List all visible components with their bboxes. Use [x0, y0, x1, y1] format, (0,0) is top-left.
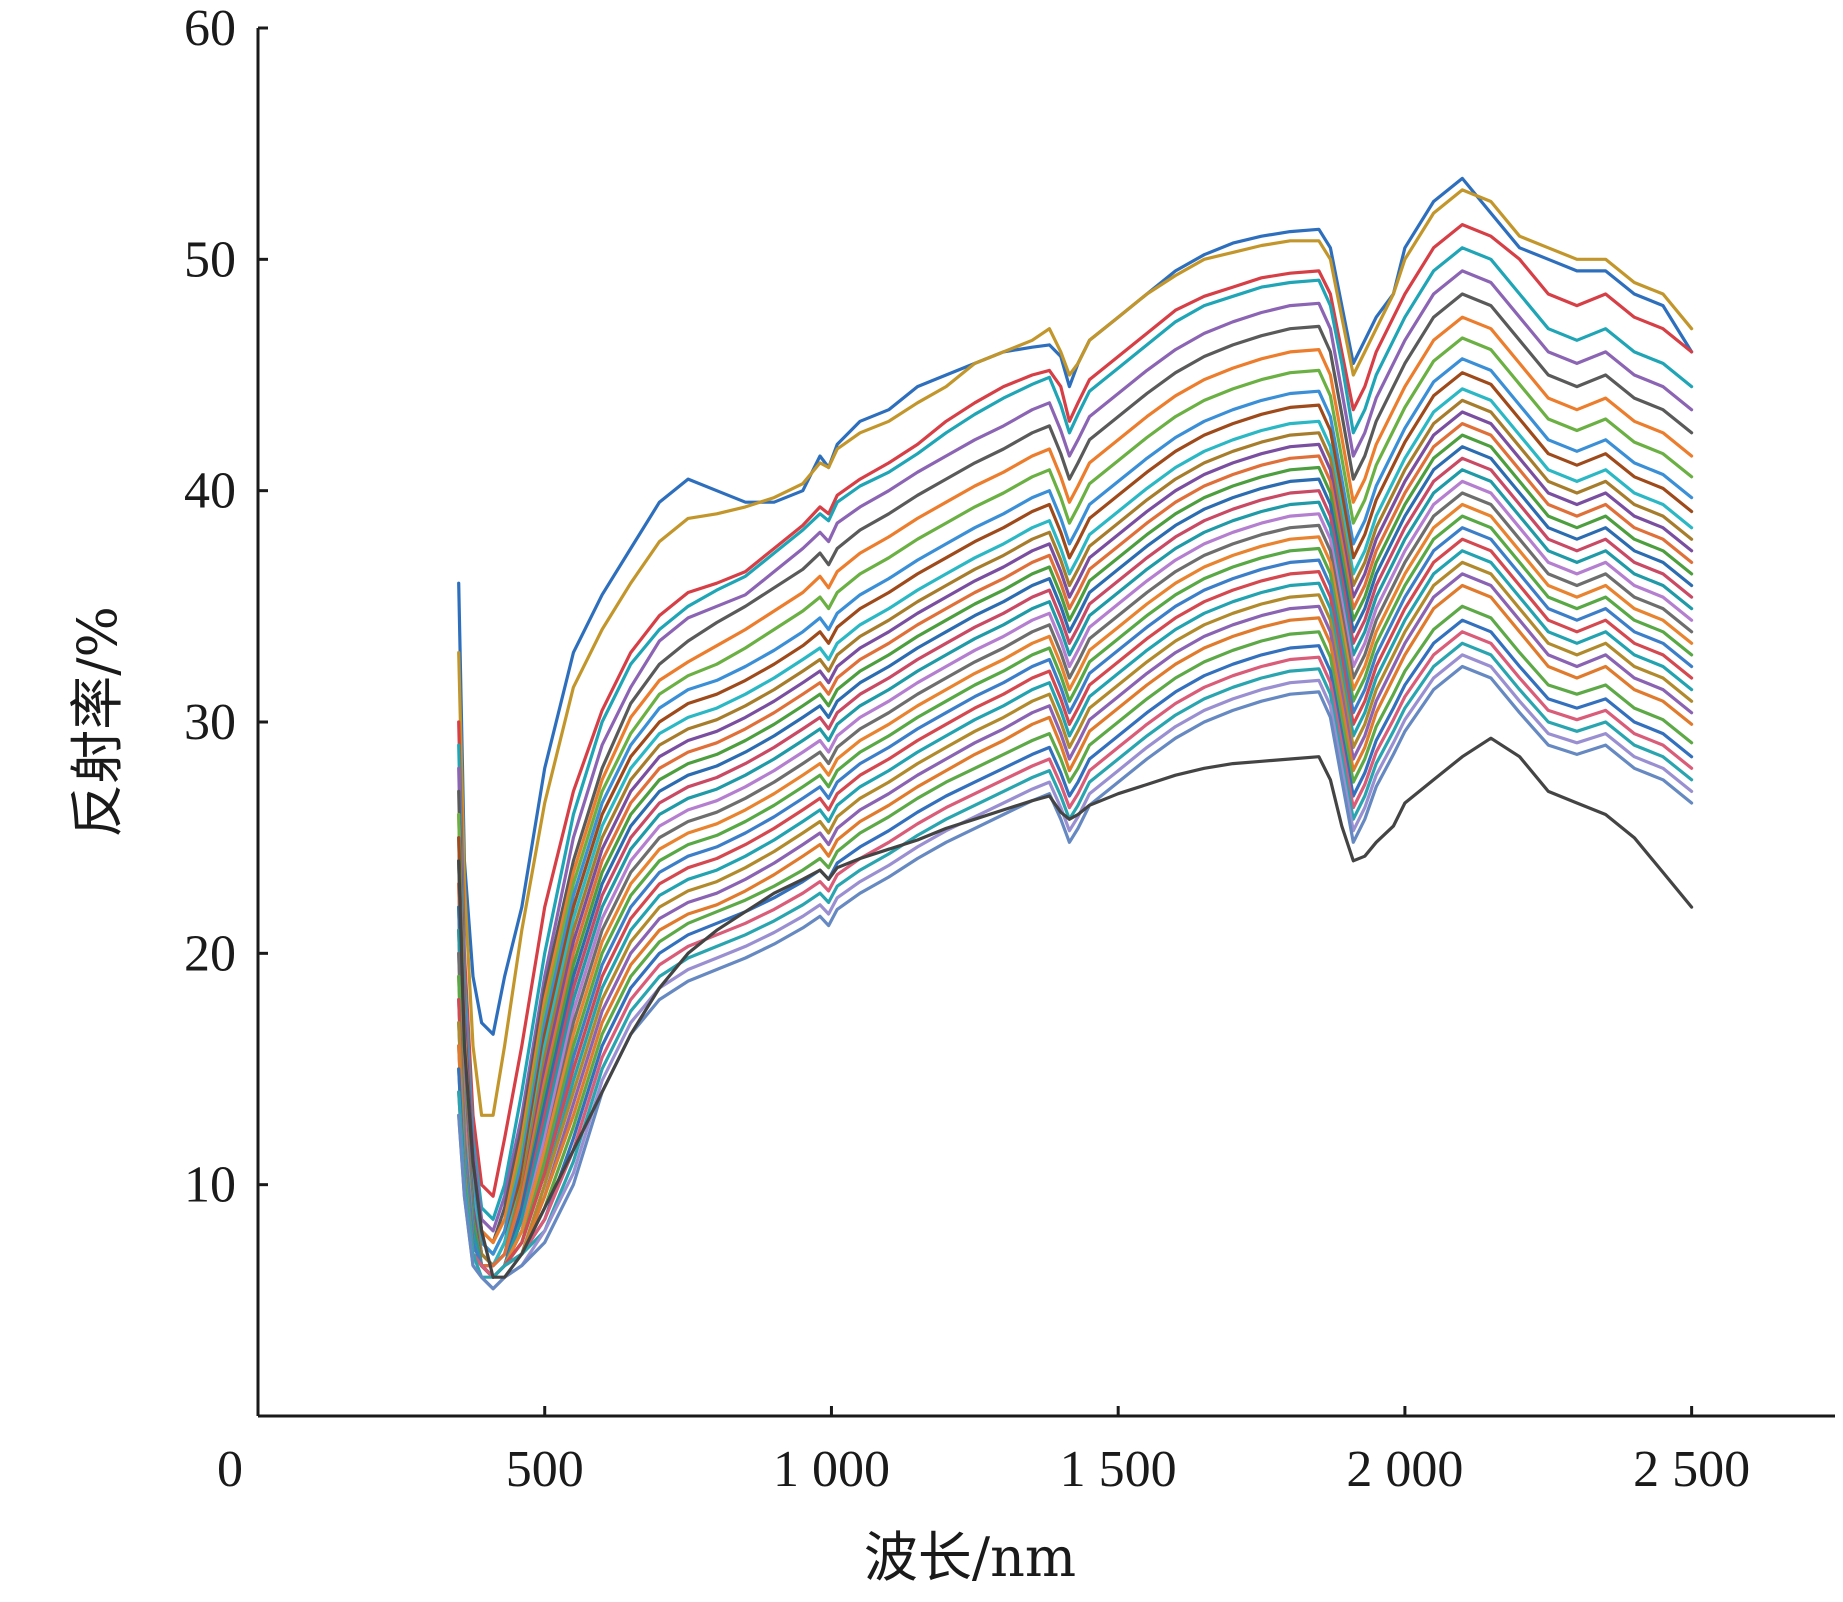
y-tick-label: 50 [184, 231, 236, 288]
series-line-27 [457, 572, 1694, 1279]
series-line-12 [457, 398, 1694, 1268]
series-line-23 [457, 526, 1694, 1279]
series-line-7 [457, 315, 1694, 1245]
series-line-2 [457, 188, 1694, 1117]
series-line-18 [457, 468, 1694, 1279]
series-line-30 [457, 618, 1694, 1279]
series-line-29 [457, 604, 1694, 1279]
series-line-25 [457, 549, 1694, 1279]
series-line-21 [457, 502, 1694, 1279]
y-tick-label: 40 [184, 463, 236, 520]
x-axis-title: 波长/nm [864, 1526, 1076, 1589]
x-tick-label: 500 [506, 1441, 584, 1498]
series-line-16 [457, 445, 1694, 1279]
y-axis-title: 反射率/% [66, 606, 129, 838]
y-tick-label: 30 [184, 694, 236, 751]
series-line-4 [457, 246, 1694, 1221]
series-line-3 [457, 223, 1694, 1198]
series-line-31 [457, 630, 1694, 1279]
series-line-22 [457, 514, 1694, 1279]
ticks: 0 500 1 000 1 500 2 000 2 500 10 20 30 40 50 60 [184, 0, 1750, 1498]
series-line-28 [457, 583, 1694, 1279]
series-line-17 [457, 456, 1694, 1279]
series-group [457, 176, 1694, 1291]
series-line-26 [457, 560, 1694, 1279]
series-line-19 [457, 479, 1694, 1279]
y-tick-label: 60 [184, 0, 236, 57]
x-tick-label: 1 500 [1060, 1441, 1177, 1498]
series-line-6 [457, 292, 1694, 1245]
series-line-20 [457, 491, 1694, 1279]
series-line-9 [457, 357, 1694, 1256]
x-tick-label: 1 000 [773, 1441, 890, 1498]
series-line-24 [457, 537, 1694, 1279]
series-line-32 [457, 641, 1694, 1279]
series-line-14 [457, 422, 1694, 1268]
x-tick-label: 0 [217, 1441, 243, 1498]
series-line-1 [457, 176, 1694, 1036]
x-tick-label: 2 500 [1633, 1441, 1750, 1498]
series-line-13 [457, 410, 1694, 1268]
series-line-5 [457, 269, 1694, 1233]
series-line-35 [457, 736, 1694, 1279]
series-line-33 [457, 653, 1694, 1291]
series-line-10 [457, 371, 1694, 1268]
series-line-11 [457, 387, 1694, 1268]
y-tick-label: 20 [184, 925, 236, 982]
series-line-15 [457, 433, 1694, 1279]
axes [256, 28, 1835, 1418]
x-tick-label: 2 000 [1346, 1441, 1463, 1498]
series-line-8 [457, 336, 1694, 1256]
y-tick-label: 10 [184, 1157, 236, 1214]
